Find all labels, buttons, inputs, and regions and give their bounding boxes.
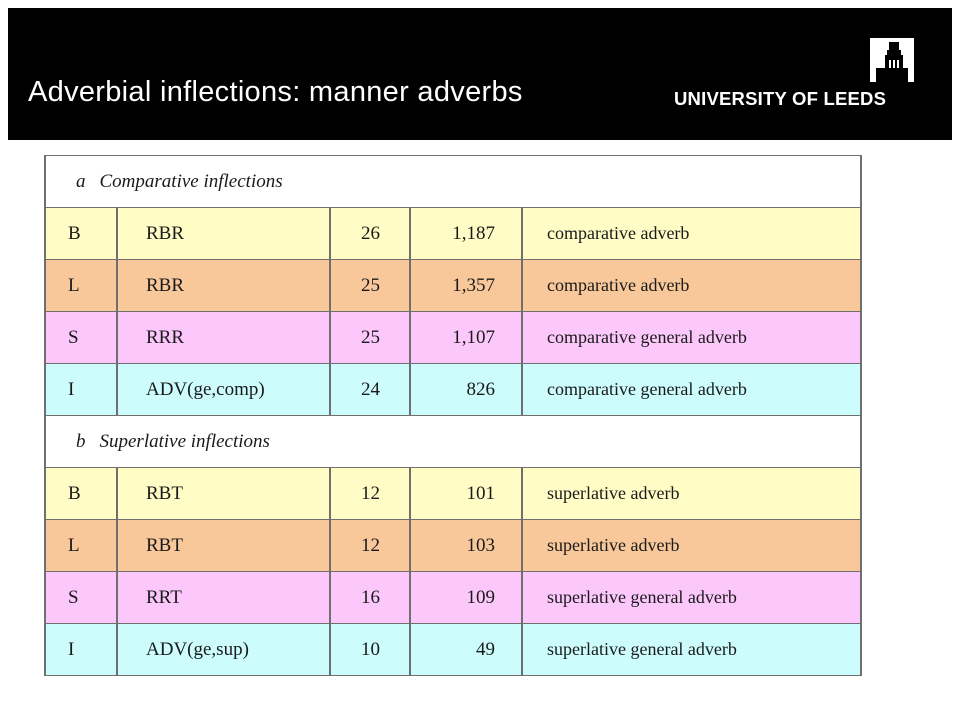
cell-num: 25	[329, 259, 411, 312]
cell-num: 26	[329, 207, 411, 260]
cell-code: I	[44, 623, 118, 676]
cell-num: 10	[329, 623, 411, 676]
cell-count: 103	[409, 519, 523, 572]
cell-count: 49	[409, 623, 523, 676]
cell-num: 16	[329, 571, 411, 624]
slide-header	[8, 8, 952, 140]
table-row: I ADV(ge,sup) 10 49 superlative general adve…	[44, 623, 863, 676]
section-letter: a	[76, 170, 86, 192]
cell-code: S	[44, 311, 118, 364]
section-header-row: a Comparative inflections	[43, 155, 863, 208]
cell-desc: superlative adverb	[520, 467, 863, 520]
cell-num: 12	[329, 467, 411, 520]
cell-count: 826	[409, 363, 523, 416]
section-letter: b	[76, 430, 86, 452]
cell-tag: RBT	[116, 467, 331, 520]
cell-count: 109	[409, 571, 523, 624]
university-logo-text: UNIVERSITY OF LEEDS	[674, 88, 887, 109]
table-row: S RRR 25 1,107 comparative general adverb	[44, 311, 863, 364]
section-header-row: b Superlative inflections	[43, 415, 863, 468]
cell-code: S	[44, 571, 118, 624]
table-row: B RBR 26 1,187 comparative adverb	[44, 207, 863, 260]
table-row: L RBR 25 1,357 comparative adverb	[44, 259, 863, 312]
cell-desc: superlative general adverb	[520, 571, 863, 624]
cell-desc: comparative adverb	[520, 259, 863, 312]
section-header-cell: b Superlative inflections	[43, 415, 863, 468]
adverb-inflection-table: a Comparative inflections B RBR 26 1,187 compa…	[43, 155, 863, 676]
cell-count: 1,107	[409, 311, 523, 364]
cell-count: 1,357	[409, 259, 523, 312]
cell-desc: superlative general adverb	[520, 623, 863, 676]
cell-code: B	[44, 207, 118, 260]
cell-desc: comparative adverb	[520, 207, 863, 260]
cell-count: 1,187	[409, 207, 523, 260]
cell-desc: superlative adverb	[520, 519, 863, 572]
cell-num: 24	[329, 363, 411, 416]
section-header-cell: a Comparative inflections	[43, 155, 863, 208]
cell-code: I	[44, 363, 118, 416]
cell-num: 12	[329, 519, 411, 572]
cell-tag: RBR	[116, 207, 331, 260]
slide-title: Adverbial inflections: manner adverbs	[28, 76, 523, 108]
table-row: S RRT 16 109 superlative general adverb	[44, 571, 863, 624]
cell-count: 101	[409, 467, 523, 520]
cell-tag: RBT	[116, 519, 331, 572]
cell-code: B	[44, 467, 118, 520]
cell-tag: RRT	[116, 571, 331, 624]
cell-tag: ADV(ge,comp)	[116, 363, 331, 416]
table-row: L RBT 12 103 superlative adverb	[44, 519, 863, 572]
cell-desc: comparative general adverb	[520, 311, 863, 364]
table-row: B RBT 12 101 superlative adverb	[44, 467, 863, 520]
cell-code: L	[44, 259, 118, 312]
cell-tag: RRR	[116, 311, 331, 364]
table-row: I ADV(ge,comp) 24 826 comparative general ad…	[44, 363, 863, 416]
cell-tag: RBR	[116, 259, 331, 312]
university-tower-logo-icon	[870, 38, 914, 82]
section-label: Superlative inflections	[99, 430, 270, 452]
cell-tag: ADV(ge,sup)	[116, 623, 331, 676]
table-bottom-clip	[40, 682, 870, 722]
section-label: Comparative inflections	[99, 170, 283, 192]
cell-desc: comparative general adverb	[520, 363, 863, 416]
cell-code: L	[44, 519, 118, 572]
cell-num: 25	[329, 311, 411, 364]
